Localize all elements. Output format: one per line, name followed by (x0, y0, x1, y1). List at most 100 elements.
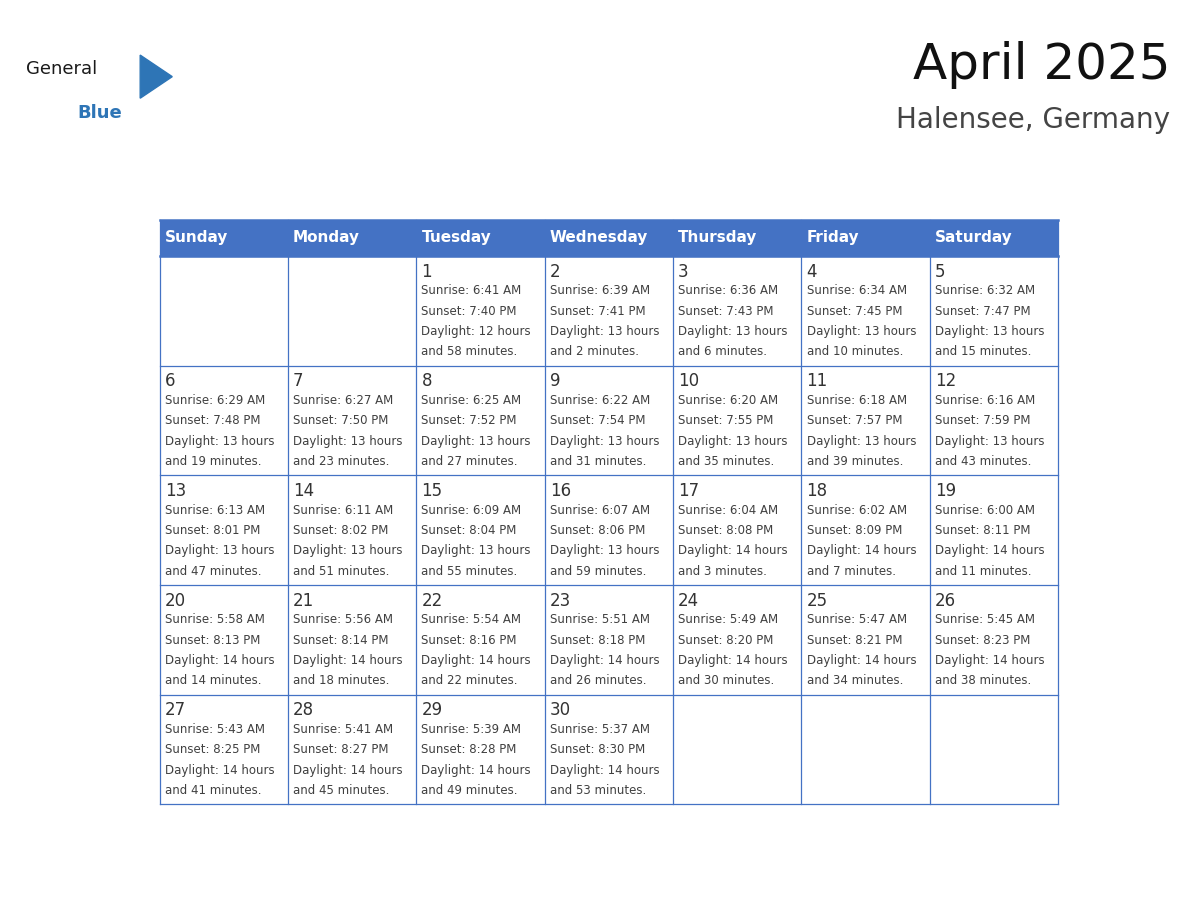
Text: 11: 11 (807, 372, 828, 390)
Text: and 34 minutes.: and 34 minutes. (807, 675, 903, 688)
Text: and 49 minutes.: and 49 minutes. (422, 784, 518, 797)
Text: Sunrise: 5:41 AM: Sunrise: 5:41 AM (293, 723, 393, 736)
Text: Daylight: 14 hours: Daylight: 14 hours (807, 654, 916, 667)
Text: and 41 minutes.: and 41 minutes. (165, 784, 261, 797)
Text: Daylight: 13 hours: Daylight: 13 hours (550, 544, 659, 557)
Text: 21: 21 (293, 591, 315, 610)
Text: Daylight: 14 hours: Daylight: 14 hours (807, 544, 916, 557)
Bar (674, 585, 802, 695)
Text: 2: 2 (550, 263, 561, 281)
Text: Sunrise: 5:51 AM: Sunrise: 5:51 AM (550, 613, 650, 626)
Text: 18: 18 (807, 482, 828, 500)
Text: Sunset: 7:59 PM: Sunset: 7:59 PM (935, 414, 1030, 428)
Text: and 30 minutes.: and 30 minutes. (678, 675, 775, 688)
Text: 24: 24 (678, 591, 700, 610)
Text: Sunset: 7:48 PM: Sunset: 7:48 PM (165, 414, 260, 428)
Text: Daylight: 13 hours: Daylight: 13 hours (550, 325, 659, 338)
Text: Sunset: 7:55 PM: Sunset: 7:55 PM (678, 414, 773, 428)
Bar (416, 219, 544, 256)
Text: Sunday: Sunday (165, 230, 228, 245)
Text: Sunrise: 6:18 AM: Sunrise: 6:18 AM (807, 394, 906, 408)
Bar (416, 695, 544, 804)
Text: and 10 minutes.: and 10 minutes. (807, 345, 903, 358)
Text: Daylight: 13 hours: Daylight: 13 hours (293, 544, 403, 557)
Bar (416, 585, 544, 695)
Text: Sunrise: 6:16 AM: Sunrise: 6:16 AM (935, 394, 1035, 408)
Text: and 58 minutes.: and 58 minutes. (422, 345, 518, 358)
Bar (930, 219, 1059, 256)
Text: and 26 minutes.: and 26 minutes. (550, 675, 646, 688)
Bar (544, 256, 674, 365)
Text: 26: 26 (935, 591, 956, 610)
Text: Sunrise: 6:22 AM: Sunrise: 6:22 AM (550, 394, 650, 408)
Bar (930, 365, 1059, 476)
Bar (930, 695, 1059, 804)
Text: Daylight: 13 hours: Daylight: 13 hours (550, 435, 659, 448)
Text: Sunset: 8:08 PM: Sunset: 8:08 PM (678, 524, 773, 537)
Text: Daylight: 14 hours: Daylight: 14 hours (165, 654, 274, 667)
Text: Sunset: 8:11 PM: Sunset: 8:11 PM (935, 524, 1030, 537)
Bar (930, 585, 1059, 695)
Text: 30: 30 (550, 701, 571, 719)
Bar (159, 695, 287, 804)
Text: Halensee, Germany: Halensee, Germany (896, 106, 1170, 134)
Bar (159, 585, 287, 695)
Text: 25: 25 (807, 591, 828, 610)
Text: Daylight: 14 hours: Daylight: 14 hours (935, 544, 1044, 557)
Text: Sunrise: 6:20 AM: Sunrise: 6:20 AM (678, 394, 778, 408)
Text: Sunset: 8:28 PM: Sunset: 8:28 PM (422, 744, 517, 756)
Bar (159, 476, 287, 585)
Text: Daylight: 14 hours: Daylight: 14 hours (550, 654, 659, 667)
Text: Sunset: 8:04 PM: Sunset: 8:04 PM (422, 524, 517, 537)
Text: and 11 minutes.: and 11 minutes. (935, 565, 1031, 577)
Text: Sunset: 8:09 PM: Sunset: 8:09 PM (807, 524, 902, 537)
Text: 20: 20 (165, 591, 185, 610)
Text: Sunset: 8:14 PM: Sunset: 8:14 PM (293, 633, 388, 647)
Text: Monday: Monday (293, 230, 360, 245)
Text: Sunset: 8:25 PM: Sunset: 8:25 PM (165, 744, 260, 756)
Bar (930, 256, 1059, 365)
Text: and 35 minutes.: and 35 minutes. (678, 455, 775, 468)
Text: Daylight: 13 hours: Daylight: 13 hours (807, 325, 916, 338)
Bar (544, 219, 674, 256)
Text: Blue: Blue (77, 104, 122, 122)
Bar (287, 585, 416, 695)
Text: Sunrise: 6:04 AM: Sunrise: 6:04 AM (678, 504, 778, 517)
Text: Sunrise: 6:00 AM: Sunrise: 6:00 AM (935, 504, 1035, 517)
Text: Daylight: 13 hours: Daylight: 13 hours (935, 435, 1044, 448)
Text: Sunset: 7:41 PM: Sunset: 7:41 PM (550, 305, 645, 318)
Text: Daylight: 14 hours: Daylight: 14 hours (678, 544, 788, 557)
Text: Sunrise: 6:02 AM: Sunrise: 6:02 AM (807, 504, 906, 517)
Text: Daylight: 14 hours: Daylight: 14 hours (550, 764, 659, 777)
Text: Daylight: 14 hours: Daylight: 14 hours (422, 654, 531, 667)
Text: General: General (26, 60, 97, 78)
Text: 10: 10 (678, 372, 700, 390)
Text: Sunset: 8:06 PM: Sunset: 8:06 PM (550, 524, 645, 537)
Text: Daylight: 13 hours: Daylight: 13 hours (678, 435, 788, 448)
Text: 29: 29 (422, 701, 443, 719)
Text: Sunrise: 5:43 AM: Sunrise: 5:43 AM (165, 723, 265, 736)
Text: and 47 minutes.: and 47 minutes. (165, 565, 261, 577)
Text: Daylight: 13 hours: Daylight: 13 hours (935, 325, 1044, 338)
Text: Sunrise: 6:13 AM: Sunrise: 6:13 AM (165, 504, 265, 517)
Text: April 2025: April 2025 (912, 41, 1170, 89)
Bar (416, 256, 544, 365)
Bar (287, 476, 416, 585)
Text: 28: 28 (293, 701, 314, 719)
Text: 22: 22 (422, 591, 443, 610)
Text: Sunset: 8:13 PM: Sunset: 8:13 PM (165, 633, 260, 647)
Text: Sunset: 7:54 PM: Sunset: 7:54 PM (550, 414, 645, 428)
Text: Daylight: 13 hours: Daylight: 13 hours (422, 435, 531, 448)
Text: Sunset: 8:27 PM: Sunset: 8:27 PM (293, 744, 388, 756)
Text: and 59 minutes.: and 59 minutes. (550, 565, 646, 577)
Bar (544, 476, 674, 585)
Text: Sunset: 8:02 PM: Sunset: 8:02 PM (293, 524, 388, 537)
Text: Daylight: 13 hours: Daylight: 13 hours (165, 544, 274, 557)
Bar (802, 585, 930, 695)
Bar (930, 476, 1059, 585)
Text: Sunrise: 6:41 AM: Sunrise: 6:41 AM (422, 285, 522, 297)
Text: 13: 13 (165, 482, 187, 500)
Text: and 55 minutes.: and 55 minutes. (422, 565, 518, 577)
Text: and 22 minutes.: and 22 minutes. (422, 675, 518, 688)
Text: 17: 17 (678, 482, 700, 500)
